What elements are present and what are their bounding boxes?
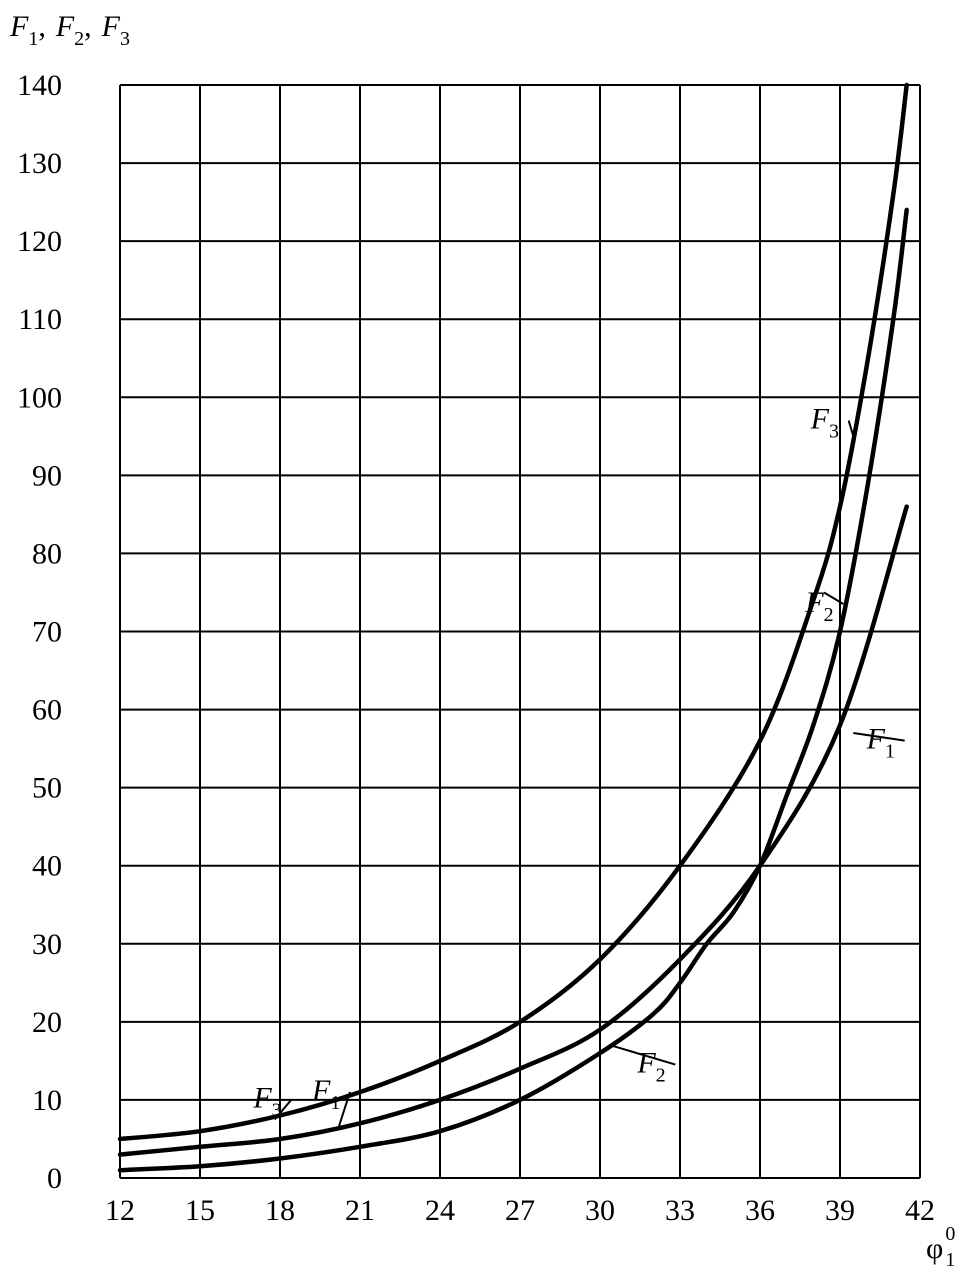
y-tick-label: 70 (32, 616, 62, 649)
annotation-leader (610, 1044, 676, 1066)
x-tick-label: 15 (185, 1194, 215, 1227)
y-tick-label: 90 (32, 459, 62, 492)
series-line-f1 (117, 504, 909, 1157)
curve-annotations: F3 F1 F2 F1 F2 F3 (252, 403, 905, 1128)
x-tick-label: 12 (105, 1194, 135, 1227)
annotation-f2: F2 (804, 586, 833, 626)
y-tick-label: 50 (32, 772, 62, 805)
axis-titles: F1, F2, F3 φ 0 1 (9, 10, 955, 1267)
y-tick-label: 0 (47, 1162, 62, 1195)
y-tick-label: 20 (32, 1006, 62, 1039)
annotation-leader (853, 732, 905, 742)
y-tick-label: 40 (32, 850, 62, 883)
curves (117, 82, 909, 1173)
annotation-f1: F1 (311, 1074, 340, 1114)
y-tick-label: 60 (32, 694, 62, 727)
annotation-leader (273, 1099, 293, 1121)
annotation-f3: F3 (810, 403, 839, 443)
y-axis-title: F1, F2, F3 (9, 10, 130, 50)
annotation-f1: F1 (866, 723, 895, 763)
series-line-f3 (117, 82, 909, 1142)
x-tick-label: 33 (665, 1194, 695, 1227)
grid (119, 84, 921, 1179)
y-tick-label: 10 (32, 1084, 62, 1117)
x-tick-label: 21 (345, 1194, 375, 1227)
annotation-f3: F3 (252, 1082, 281, 1122)
series-line-f2 (117, 207, 909, 1173)
x-tick-label: 39 (825, 1194, 855, 1227)
annotation-f2: F2 (636, 1047, 665, 1087)
x-tick-label: 24 (425, 1194, 455, 1227)
y-tick-label: 120 (17, 225, 62, 258)
annotation-leader (847, 420, 855, 437)
y-tick-label: 140 (17, 69, 62, 102)
y-tick-label: 100 (17, 381, 62, 414)
y-tick-label: 130 (17, 147, 62, 180)
x-tick-label: 42 (905, 1194, 935, 1227)
y-tick-label: 80 (32, 537, 62, 570)
annotation-leader (823, 591, 844, 605)
x-tick-label: 18 (265, 1194, 295, 1227)
annotation-leader (337, 1091, 351, 1128)
x-tick-label: 30 (585, 1194, 615, 1227)
y-tick-label: 30 (32, 928, 62, 961)
tick-labels: 12 15 18 21 24 27 30 33 36 39 42 0 10 20 30 40 50 60 70 80 9… (17, 69, 935, 1227)
y-tick-label: 110 (18, 303, 62, 336)
x-tick-label: 36 (745, 1194, 775, 1227)
x-tick-label: 27 (505, 1194, 535, 1227)
